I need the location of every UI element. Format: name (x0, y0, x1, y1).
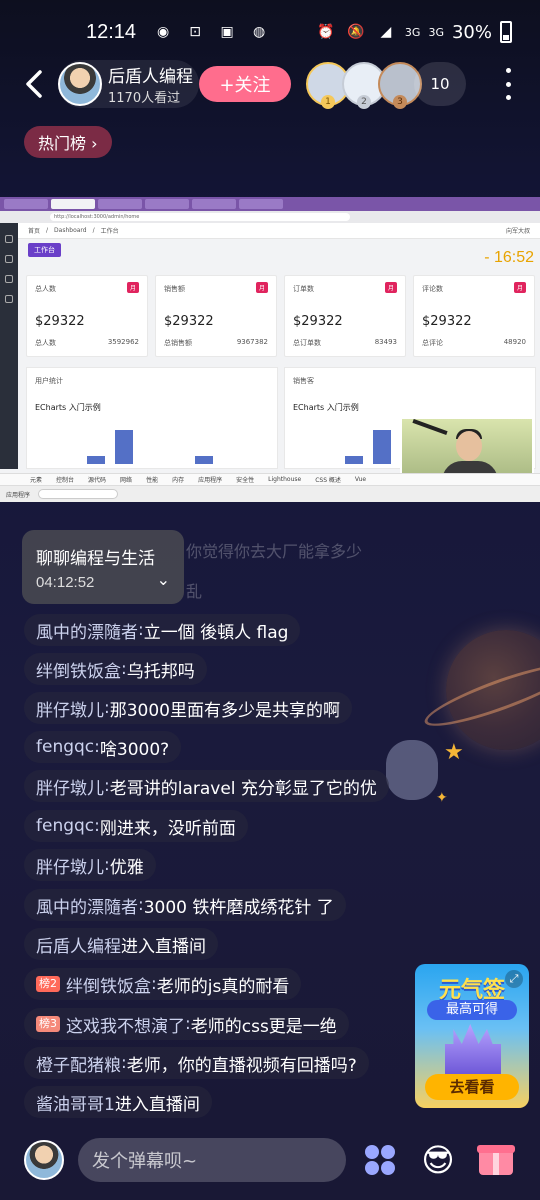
os-taskbar: 应用程序 (0, 485, 540, 502)
faded-chat-line: 乱 (186, 582, 203, 601)
status-time: 12:14 (86, 20, 137, 43)
top-rank-avatars[interactable]: 1 2 3 (306, 62, 422, 109)
chevron-down-icon[interactable]: ⌄ (156, 570, 170, 589)
castle-icon (445, 1024, 501, 1074)
ad-go-button[interactable]: 去看看 (425, 1074, 519, 1100)
live-header: 后盾人编程 1170人看过 +关注 1 2 3 10 (0, 56, 540, 112)
battery-icon (500, 21, 512, 43)
rank-badge: 榜3 (36, 1016, 60, 1032)
star-icon: ✦ (436, 790, 448, 806)
browser-tab-bar (0, 197, 540, 211)
alarm-icon: ⏰ (317, 24, 335, 40)
rank-medal: 1 (321, 95, 335, 109)
rank-avatar-3[interactable]: 3 (378, 62, 422, 109)
host-card[interactable]: 后盾人编程 1170人看过 (58, 60, 199, 108)
wechat-icon: ◉ (156, 24, 170, 40)
admin-breadcrumb: 首页 / Dashboard / 工作台 向军大叔 (18, 223, 540, 239)
live-video[interactable]: http://localhost:3000/admin/home 首页 / Da… (0, 197, 540, 502)
back-arrow-icon (26, 70, 42, 98)
chart-panel: 用户统计 ECharts 入门示例 (26, 367, 278, 469)
back-button[interactable] (16, 64, 52, 104)
chat-message[interactable]: 胖仔墩儿: 那3000里面有多少是共享的啊 (24, 692, 352, 724)
host-viewers: 1170人看过 (108, 91, 181, 106)
chat-message[interactable]: fengqc: 啥3000? (24, 731, 182, 763)
chat-message[interactable]: 風中的漂隨者: 3000 铁杵磨成绣花针 了 (24, 889, 346, 921)
chat-message[interactable]: 榜3 这戏我不想演了: 老师的css更是一绝 (24, 1008, 349, 1040)
gift-icon[interactable] (474, 1138, 518, 1182)
follow-button[interactable]: +关注 (199, 66, 291, 102)
wifi-icon: ◢ (380, 24, 392, 40)
host-avatar[interactable] (58, 62, 102, 106)
chat-message[interactable]: 绊倒铁饭盒: 乌托邦吗 (24, 653, 207, 685)
browser-address: http://localhost:3000/admin/home (50, 213, 350, 221)
stream-clock: - 16:52 (484, 249, 534, 266)
more-options-icon[interactable] (498, 68, 518, 100)
network-3g-label: 3G (404, 25, 421, 39)
chat-message[interactable]: 橙子配猪粮: 老师，你的直播视频有回播吗? (24, 1047, 369, 1079)
user-avatar[interactable] (24, 1140, 64, 1180)
danmaku-input[interactable]: 发个弹幕呗~ (78, 1138, 346, 1182)
workspace-tag: 工作台 (28, 243, 61, 257)
mute-icon: 🔕 (347, 24, 365, 40)
rank-medal: 3 (393, 95, 407, 109)
app-notify-icon: ⊡ (189, 24, 201, 40)
chat-message[interactable]: 風中的漂隨者: 立一個 後頓人 flag (24, 614, 301, 646)
faded-chat-line: 你觉得你去大厂能拿多少 (186, 542, 363, 561)
chat-message[interactable]: 胖仔墩儿: 老哥讲的laravel 充分彰显了它的优 (24, 770, 389, 802)
ball-icon: ◍ (252, 24, 266, 40)
section-popup[interactable]: 聊聊编程与生活 04:12:52 ⌄ (22, 530, 184, 604)
ad-title: 元气签 (438, 978, 505, 1003)
bottom-bar: 发个弹幕呗~ 😎 (0, 1136, 540, 1186)
chat-message[interactable]: 胖仔墩儿: 优雅 (24, 849, 156, 881)
promo-ad-card[interactable]: ⤢ 元气签 最高可得 去看看 (415, 964, 529, 1108)
expand-icon[interactable]: ⤢ (505, 970, 523, 988)
devtools-tabs: 元素 控制台 源代码 网络 性能 内存 应用程序 安全性 Lighthouse … (0, 473, 540, 485)
astronaut-decoration (386, 740, 438, 800)
stat-card: 总人数月 $29322 总人数 3592962 (26, 275, 148, 357)
emoji-icon[interactable]: 😎 (421, 1141, 455, 1179)
planet-decoration (446, 630, 540, 750)
chat-message[interactable]: fengqc: 刚进来，没听前面 (24, 810, 248, 842)
section-title: 聊聊编程与生活 (36, 549, 155, 569)
network-3g-label-2: 3G (428, 25, 444, 39)
status-bar: 12:14 ◉ ⊡ ▣ ◍ ⏰ 🔕 ◢ 3G 3G 30% (0, 0, 540, 64)
chat-enter-notice[interactable]: 酱油哥哥1 进入直播间 (24, 1086, 212, 1118)
star-icon: ★ (444, 740, 464, 765)
ad-subtitle: 最高可得 (427, 1000, 517, 1020)
section-time: 04:12:52 (36, 574, 95, 591)
app-notify-icon-2: ▣ (220, 24, 234, 40)
stat-card: 销售额月 $29322 总销售额 9367382 (155, 275, 277, 357)
stat-card: 订单数月 $29322 总订单数 83493 (284, 275, 406, 357)
host-name: 后盾人编程 (108, 67, 193, 87)
battery-percent: 30% (451, 21, 492, 43)
chat-enter-notice[interactable]: 后盾人编程 进入直播间 (24, 928, 218, 960)
stat-card: 评论数月 $29322 总评论 48920 (413, 275, 535, 357)
more-apps-icon[interactable] (358, 1138, 402, 1182)
hot-rank-button[interactable]: 热门榜 › (24, 126, 112, 158)
chat-message[interactable]: 榜2 绊倒铁饭盒: 老师的js真的耐看 (24, 968, 302, 1000)
admin-sidebar (0, 223, 18, 469)
viewer-count-button[interactable]: 10 (414, 62, 466, 106)
rank-badge: 榜2 (36, 976, 60, 992)
rank-medal: 2 (357, 95, 371, 109)
